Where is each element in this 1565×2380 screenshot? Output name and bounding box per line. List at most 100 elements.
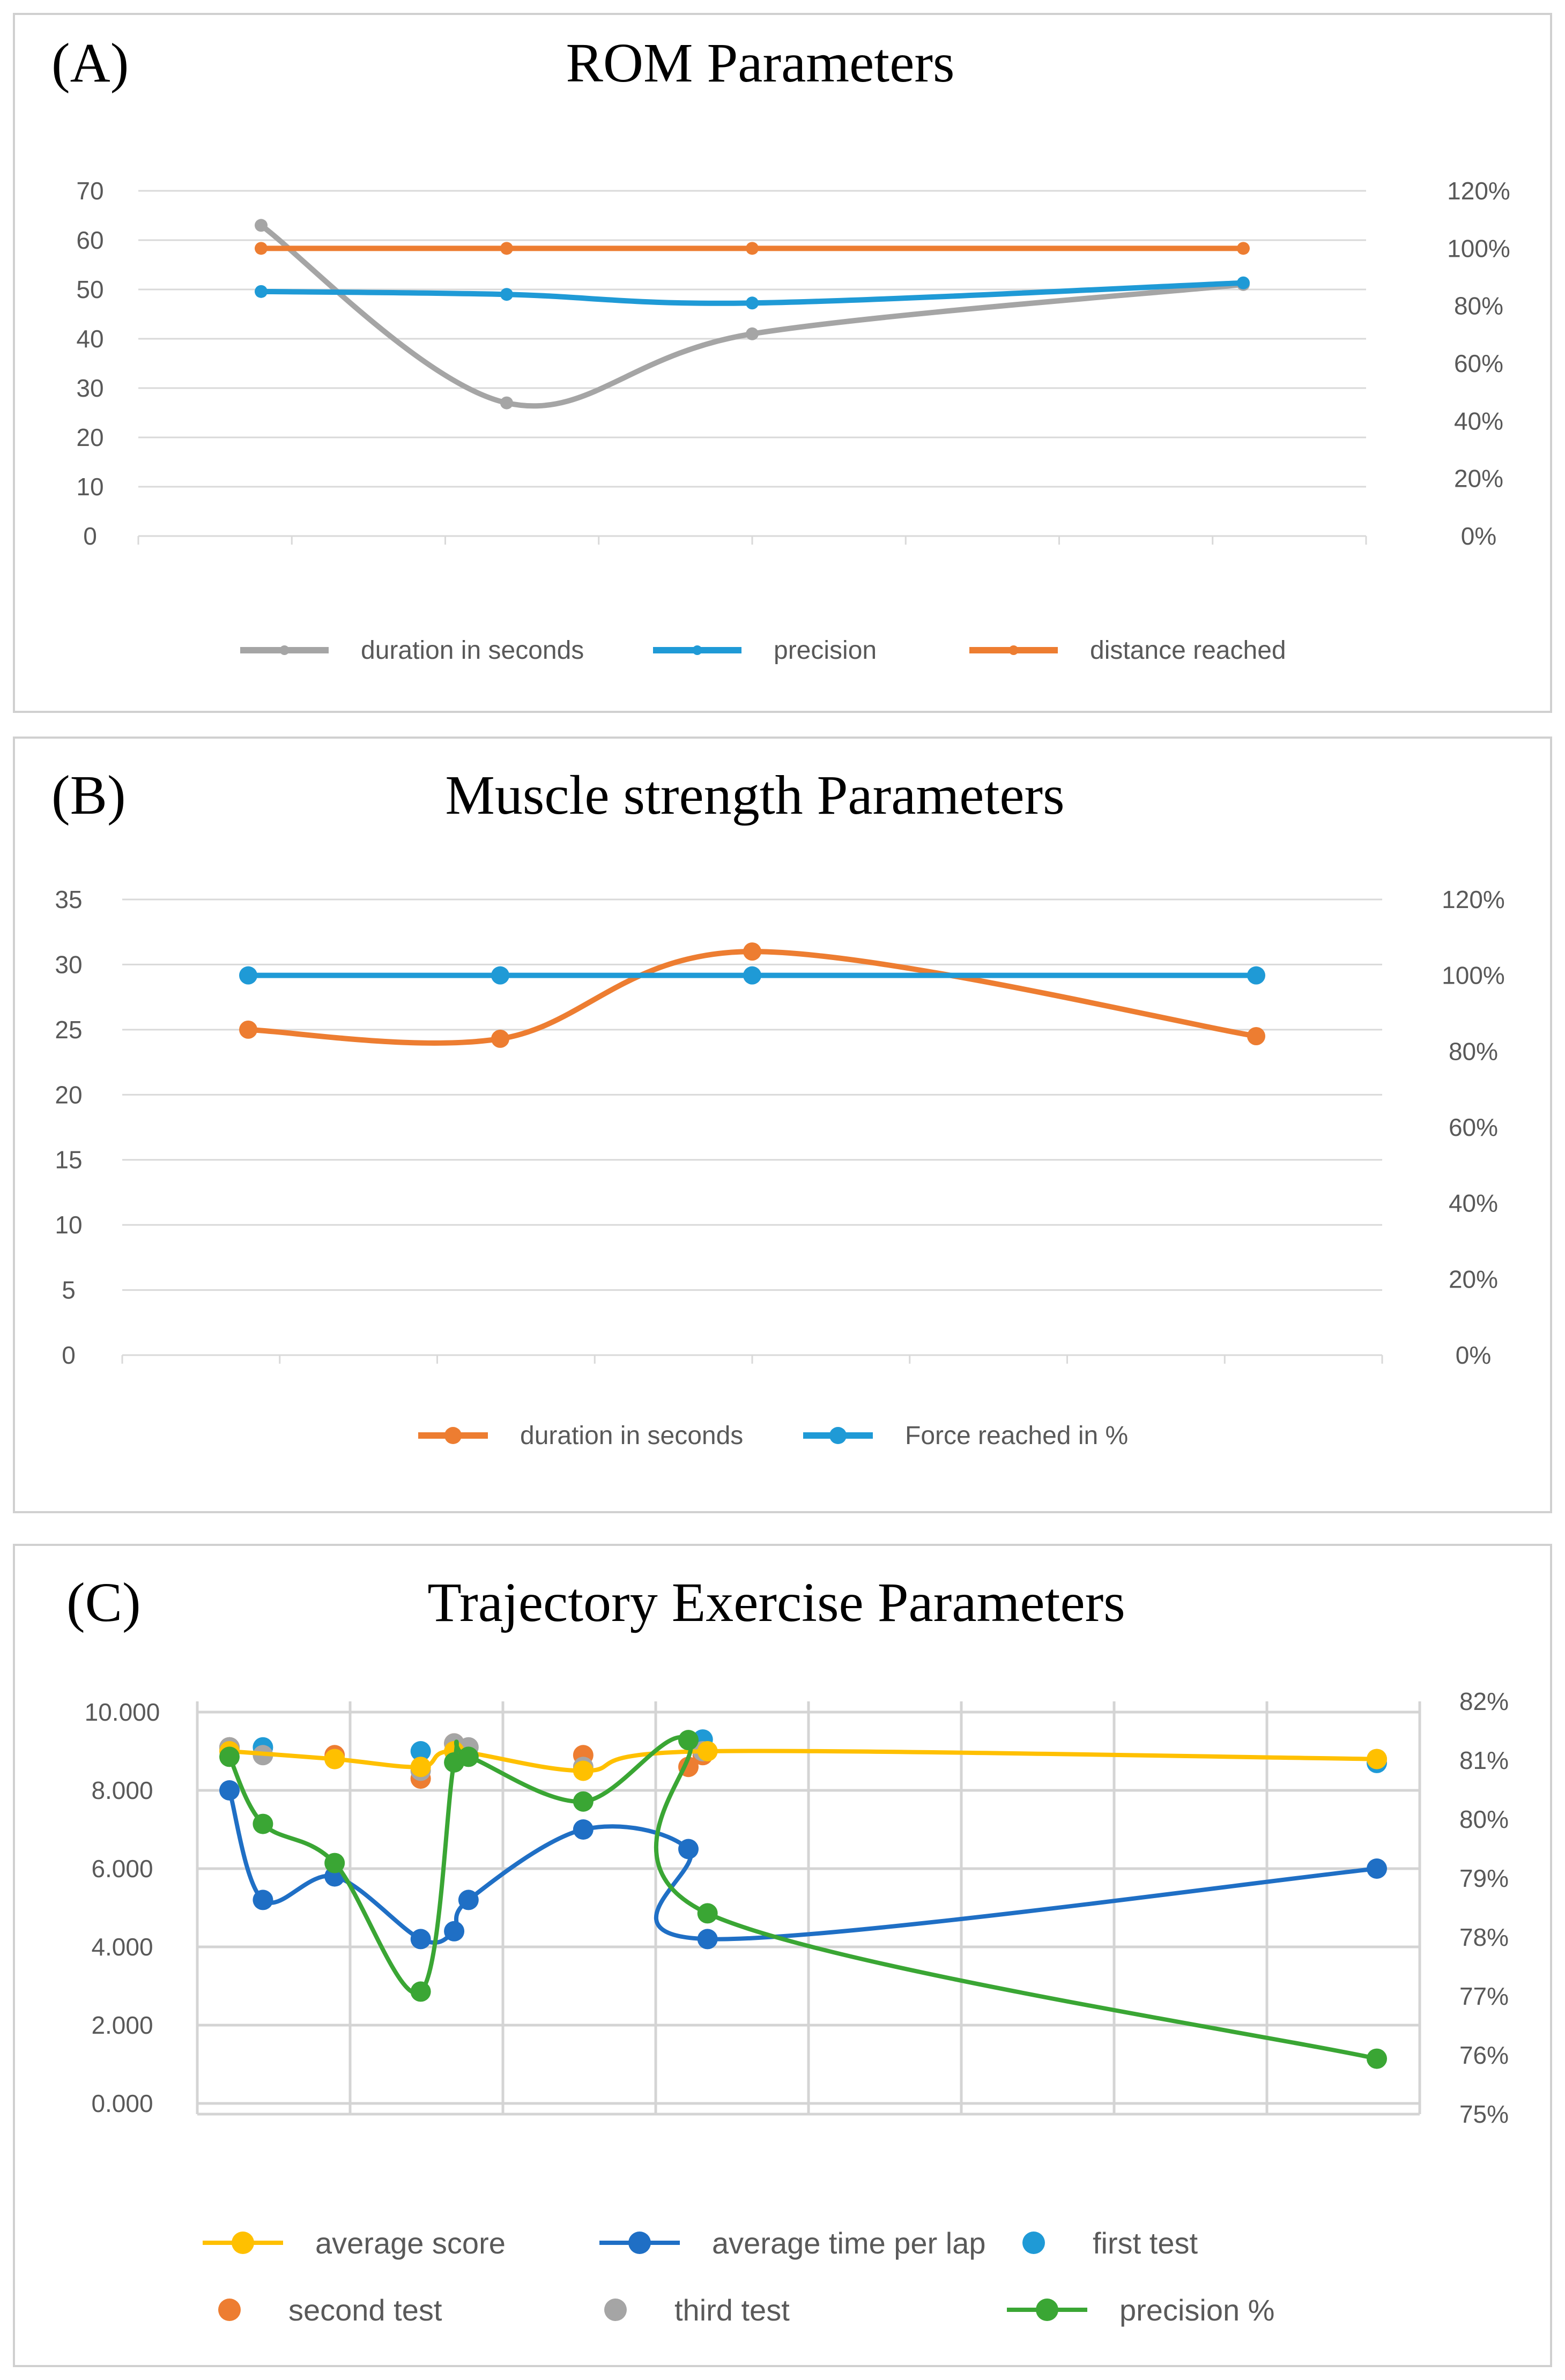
- legend-label: distance reached: [1090, 636, 1286, 665]
- data-point-first-test: [410, 1741, 431, 1761]
- y-right-tick-label: 0%: [1456, 1341, 1491, 1369]
- data-point-distance-reached: [500, 242, 513, 255]
- trajectory-chart: (C) Trajectory Exercise Parameters 10.000 8…: [66, 1572, 1509, 2327]
- y-right-tick-label: 40%: [1449, 1189, 1498, 1217]
- legend-label: precision %: [1119, 2293, 1274, 2327]
- data-point-duration-in-seconds: [743, 942, 761, 961]
- legend-marker-second-test: [218, 2299, 241, 2321]
- legend-label: average score: [315, 2226, 506, 2260]
- data-point-average-time-per-lap: [573, 1819, 594, 1840]
- legend-marker-distance-reached: [1008, 645, 1019, 655]
- y-right-tick-label: 81%: [1459, 1746, 1509, 1774]
- panel-label: (B): [51, 764, 126, 826]
- series-line-duration-in-seconds: [259, 223, 1244, 409]
- y-right-tick-label: 120%: [1442, 886, 1505, 913]
- legend-marker-duration-in-seconds: [279, 645, 290, 655]
- panel-rom-parameters: (A) ROM Parameters 70 60 50 40 30 20 10 0 120% 100%…: [13, 13, 1552, 713]
- y-left-tick-label: 6.000: [91, 1855, 153, 1883]
- data-point-precision: [573, 1791, 594, 1812]
- data-point-duration-in-seconds: [239, 1020, 257, 1039]
- y-right-tick-label: 76%: [1459, 2041, 1509, 2069]
- y-right-tick-label: 120%: [1447, 177, 1510, 205]
- rom-chart: (A) ROM Parameters 70 60 50 40 30 20 10 0 120% 100%…: [51, 32, 1510, 665]
- data-point-precision: [410, 1981, 431, 2002]
- data-point-average-time-per-lap: [678, 1839, 699, 1860]
- data-point-average-time-per-lap: [219, 1780, 240, 1801]
- legend-label: Force reached in %: [905, 1422, 1128, 1450]
- chart-title: Trajectory Exercise Parameters: [427, 1572, 1125, 1633]
- data-point-precision: [678, 1730, 699, 1751]
- data-point-precision: [746, 296, 759, 310]
- y-right-tick-label: 0%: [1461, 522, 1496, 550]
- data-point-force-reached-in: [491, 966, 509, 985]
- panel-muscle-strength-parameters: (B) Muscle strength Parameters 35 30 25 20 15 1…: [13, 737, 1552, 1513]
- y-left-tick-label: 4.000: [91, 1933, 153, 1961]
- data-point-average-score: [697, 1741, 718, 1761]
- series-line-average-score: [229, 1749, 1377, 1773]
- y-left-tick-label: 8.000: [91, 1776, 153, 1804]
- legend-label: second test: [288, 2293, 442, 2327]
- data-point-average-time-per-lap: [1367, 1858, 1387, 1879]
- data-point-average-time-per-lap: [697, 1929, 718, 1950]
- y-right-tick-label: 20%: [1449, 1265, 1498, 1293]
- data-point-duration-in-seconds: [500, 396, 513, 410]
- y-left-tick-label: 10: [55, 1211, 82, 1239]
- y-right-tick-label: 80%: [1454, 292, 1503, 320]
- y-left-tick-label: 20: [76, 423, 103, 451]
- y-right-tick-label: 60%: [1449, 1113, 1498, 1141]
- data-point-duration-in-seconds: [746, 327, 759, 340]
- y-left-tick-label: 50: [76, 276, 103, 303]
- data-point-average-score: [324, 1749, 345, 1769]
- y-left-tick-label: 10: [76, 473, 103, 501]
- legend-label: first test: [1093, 2226, 1198, 2260]
- data-point-average-score: [1367, 1749, 1387, 1769]
- legend-marker-force-reached-in: [829, 1427, 847, 1444]
- y-left-tick-label: 0.000: [91, 2089, 153, 2117]
- data-point-average-time-per-lap: [444, 1921, 465, 1942]
- legend-label: average time per lap: [712, 2226, 986, 2260]
- y-right-tick-label: 60%: [1454, 349, 1503, 377]
- data-point-precision: [253, 1813, 273, 1834]
- legend-label: duration in seconds: [361, 636, 584, 665]
- series-line-precision: [261, 280, 1244, 306]
- data-point-precision: [458, 1746, 479, 1767]
- y-right-tick-label: 80%: [1459, 1805, 1509, 1833]
- data-point-precision: [324, 1853, 345, 1873]
- data-point-precision: [697, 1903, 718, 1924]
- data-point-force-reached-in: [1247, 966, 1265, 985]
- y-right-tick-label: 78%: [1459, 1923, 1509, 1951]
- y-left-tick-label: 20: [55, 1081, 82, 1109]
- data-point-distance-reached: [746, 242, 759, 255]
- panel-label: (A): [51, 32, 129, 94]
- y-left-tick-label: 40: [76, 325, 103, 353]
- legend-marker-duration-in-seconds: [444, 1427, 462, 1444]
- y-right-tick-label: 77%: [1459, 1982, 1509, 2010]
- data-point-precision: [1237, 276, 1250, 289]
- y-right-tick-label: 20%: [1454, 465, 1503, 493]
- y-left-tick-label: 70: [76, 177, 103, 205]
- data-point-duration-in-seconds: [491, 1029, 509, 1048]
- legend-label: precision: [774, 636, 877, 665]
- y-left-tick-label: 15: [55, 1146, 82, 1174]
- data-point-duration-in-seconds: [1247, 1027, 1265, 1045]
- data-point-average-score: [573, 1760, 594, 1781]
- data-point-distance-reached: [1237, 242, 1250, 255]
- series-line-average-time-per-lap: [227, 1789, 1377, 1945]
- y-left-tick-label: 0: [83, 522, 97, 550]
- data-point-average-time-per-lap: [458, 1890, 479, 1910]
- y-left-tick-label: 2.000: [91, 2011, 153, 2039]
- chart-title: Muscle strength Parameters: [445, 764, 1064, 826]
- y-right-tick-label: 40%: [1454, 407, 1503, 435]
- y-right-tick-label: 79%: [1459, 1864, 1509, 1892]
- data-point-force-reached-in: [743, 966, 761, 985]
- legend-marker-average-score: [232, 2232, 254, 2254]
- legend-marker-average-time-per-lap: [628, 2232, 651, 2254]
- y-left-tick-label: 60: [76, 226, 103, 254]
- y-right-tick-label: 75%: [1459, 2100, 1509, 2128]
- chart-title: ROM Parameters: [566, 32, 955, 94]
- y-left-tick-label: 30: [76, 374, 103, 402]
- y-left-tick-label: 30: [55, 950, 82, 978]
- legend-marker-precision: [1036, 2299, 1058, 2321]
- y-left-tick-label: 10.000: [85, 1698, 160, 1726]
- y-left-tick-label: 0: [62, 1341, 76, 1369]
